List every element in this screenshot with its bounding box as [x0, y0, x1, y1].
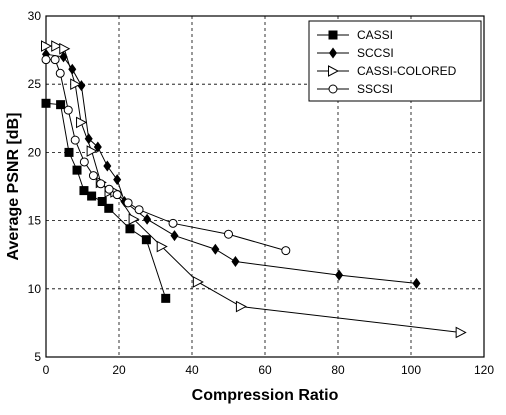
data-point-sccsi — [77, 80, 86, 92]
data-point-cassi — [141, 235, 151, 245]
legend-marker-sccsi — [329, 47, 337, 59]
data-point-sccsi — [143, 213, 152, 225]
data-point-sscsi — [79, 157, 89, 167]
legend-label-sccsi: SCCSI — [357, 46, 394, 60]
x-tick-label: 40 — [185, 363, 199, 377]
y-tick-label: 30 — [28, 9, 42, 23]
data-point-sscsi — [281, 246, 291, 256]
data-point-cassi — [161, 293, 171, 303]
data-point-cassi — [64, 147, 74, 157]
data-point-sscsi — [224, 229, 233, 239]
data-point-cassi — [104, 203, 114, 213]
data-point-cassi-colored — [41, 40, 53, 52]
data-point-cassi — [87, 191, 97, 201]
series-sccsi — [42, 48, 421, 289]
data-point-cassi-colored — [51, 40, 63, 52]
series-sscsi — [41, 55, 291, 256]
data-point-sccsi — [211, 243, 220, 255]
data-point-cassi-colored — [59, 42, 71, 55]
y-tick-label: 10 — [28, 282, 42, 296]
data-point-sccsi — [103, 160, 112, 172]
legend-label-cassi-colored: CASSI-COLORED — [357, 64, 457, 78]
y-tick-label: 15 — [28, 214, 42, 228]
data-point-sscsi — [168, 218, 178, 228]
y-tick-label: 25 — [28, 77, 42, 91]
y-tick-label: 5 — [34, 350, 41, 364]
data-point-sscsi — [96, 179, 106, 189]
x-tick-label: 60 — [258, 363, 272, 377]
data-point-cassi-colored — [455, 326, 467, 339]
legend-label-cassi: CASSI — [357, 28, 393, 42]
data-point-cassi-colored — [76, 116, 88, 129]
data-point-sscsi — [63, 105, 73, 115]
data-point-cassi — [56, 100, 66, 110]
data-point-cassi — [79, 186, 89, 196]
data-point-sscsi — [104, 184, 114, 194]
ticks-layer: 0 20 40 60 80 100 120 5 10 15 20 25 30 — [28, 9, 495, 377]
data-point-cassi-colored — [235, 300, 247, 313]
legend-label-sscsi: SSCSI — [357, 82, 393, 96]
data-point-cassi — [125, 224, 135, 234]
data-point-sccsi — [412, 277, 421, 289]
data-point-cassi-colored — [192, 276, 204, 288]
data-point-sscsi — [112, 190, 122, 200]
data-point-sscsi — [134, 205, 144, 215]
x-tick-label: 100 — [401, 363, 421, 377]
x-axis-label: Compression Ratio — [192, 387, 339, 404]
data-point-sccsi — [231, 256, 240, 268]
data-point-sscsi — [123, 198, 133, 208]
data-point-sscsi — [55, 68, 65, 78]
data-point-cassi-colored — [128, 213, 140, 226]
legend-box — [308, 20, 482, 102]
data-point-sscsi — [88, 171, 98, 181]
x-tick-label: 20 — [112, 363, 126, 377]
data-point-sscsi — [41, 55, 51, 65]
y-tick-label: 20 — [28, 145, 42, 159]
data-point-sccsi — [113, 174, 122, 186]
y-axis-label: Average PSNR [dB] — [5, 113, 22, 261]
data-point-cassi-colored — [86, 145, 98, 157]
data-point-sccsi — [84, 133, 93, 145]
data-point-cassi-colored — [156, 240, 168, 253]
legend-marker-cassi — [328, 30, 338, 40]
data-point-cassi-colored — [70, 78, 82, 91]
legend: CASSI SCCSI CASSI-COLORED SSCSI — [308, 20, 482, 102]
legend-marker-sscsi — [328, 84, 338, 94]
data-point-sccsi — [68, 63, 77, 75]
data-point-sccsi — [170, 230, 179, 242]
plot-frame — [45, 15, 485, 358]
data-point-sccsi — [93, 141, 102, 153]
x-tick-label: 80 — [331, 363, 345, 377]
series-layer — [41, 40, 467, 339]
data-point-sccsi — [335, 269, 344, 281]
series-cassi — [41, 98, 171, 303]
x-tick-label: 0 — [43, 363, 50, 377]
legend-marker-cassi-colored — [328, 65, 340, 77]
data-point-sscsi — [70, 135, 80, 145]
data-point-cassi — [72, 165, 82, 175]
data-point-sscsi — [50, 55, 60, 65]
data-point-cassi — [97, 197, 107, 207]
data-point-cassi — [41, 98, 51, 108]
x-tick-label: 120 — [474, 363, 494, 377]
